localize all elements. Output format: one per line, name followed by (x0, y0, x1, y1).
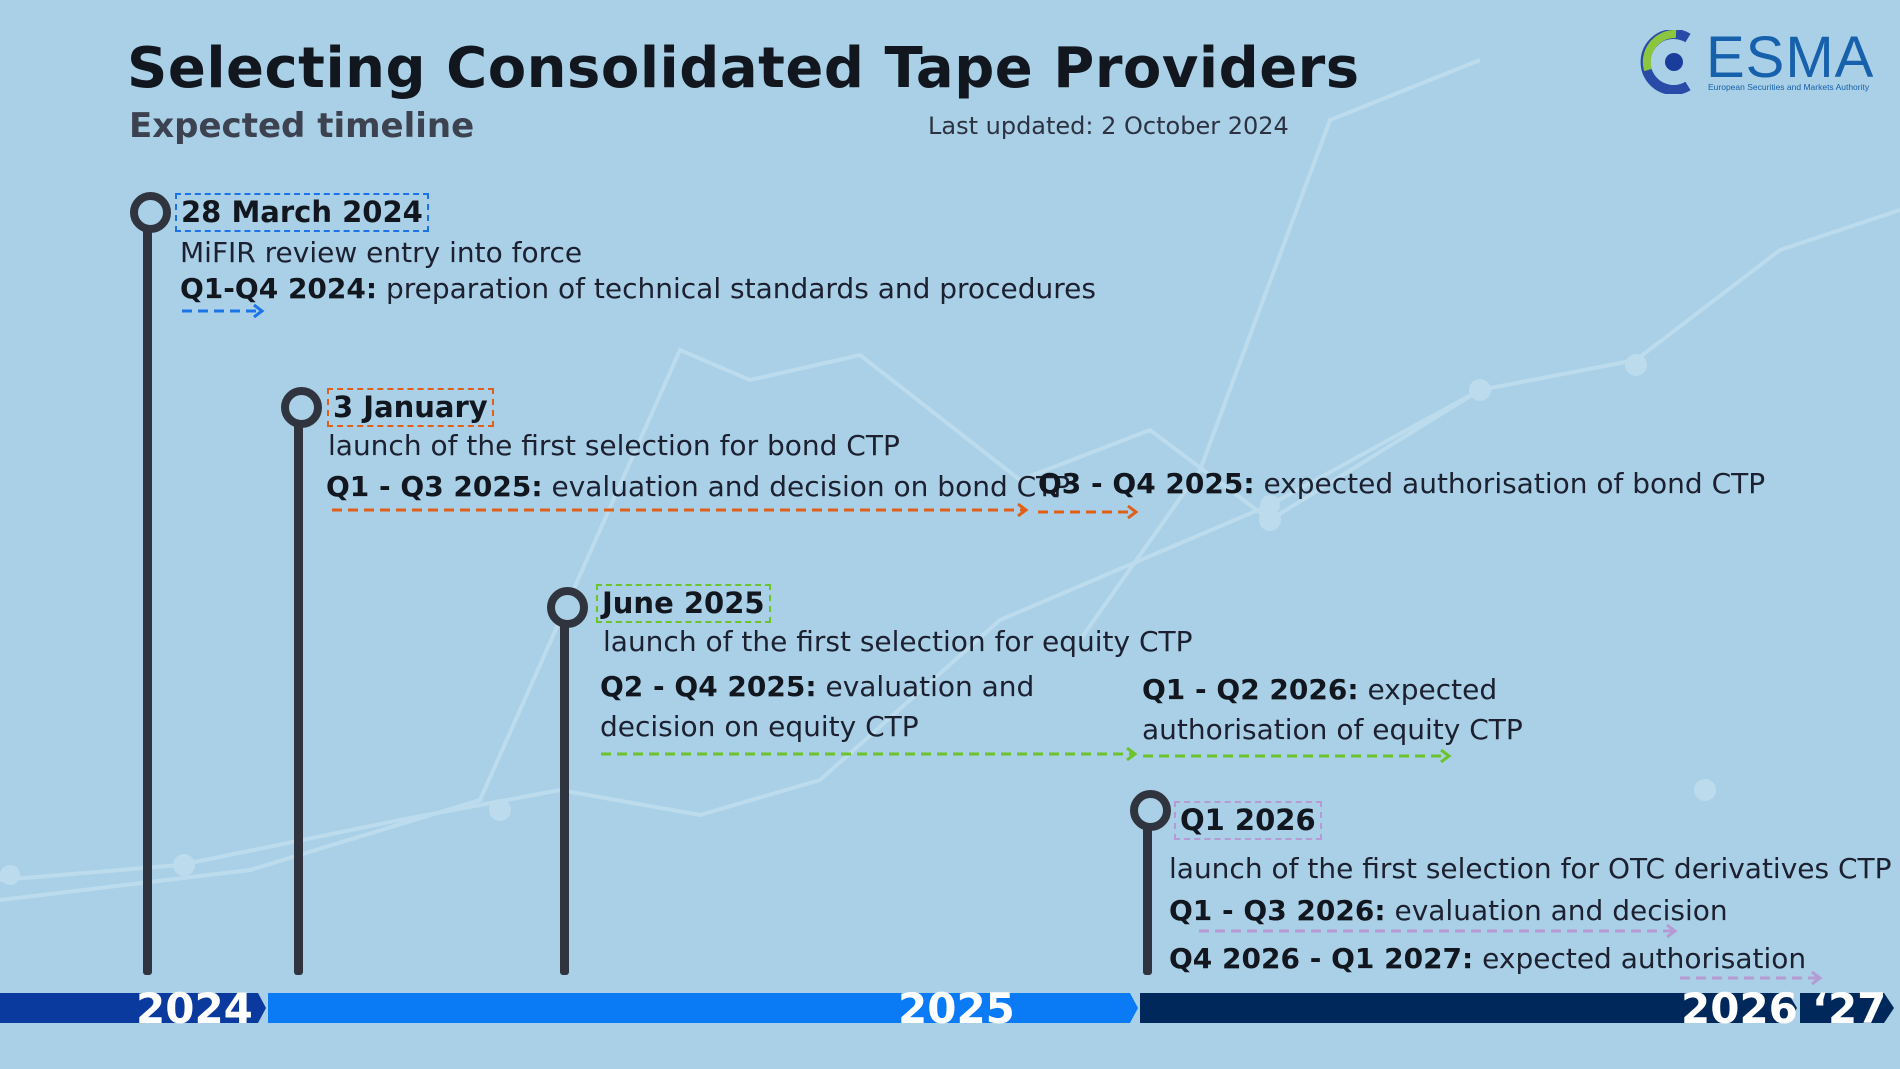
milestone-4-description: launch of the first selection for OTC de… (1169, 852, 1892, 885)
year-bar-2024 (0, 993, 266, 1023)
milestone-2-phase-1: Q1 - Q3 2025: evaluation and decision on… (326, 470, 1070, 503)
milestone-3-phase-2-arrow (1143, 749, 1452, 763)
milestone-4-phase-1-period: Q1 - Q3 2026: (1169, 894, 1386, 927)
esma-logo-icon (1640, 30, 1691, 94)
milestone-3-phase-1-arrow (601, 747, 1138, 761)
page-title: Selecting Consolidated Tape Providers (127, 36, 1360, 101)
milestone-3-phase-1-text: evaluation and (816, 670, 1035, 703)
milestone-4-phase-1-text: evaluation and decision (1385, 894, 1728, 927)
milestone-4-marker (1130, 790, 1171, 831)
milestone-2-phase-2-period: Q3 - Q4 2025: (1038, 467, 1255, 500)
milestone-3-description: launch of the first selection for equity… (603, 625, 1193, 658)
year-bar-2025 (268, 993, 1138, 1023)
milestone-4-phase-2: Q4 2026 - Q1 2027: expected authorisatio… (1169, 942, 1806, 975)
milestone-1-marker (130, 192, 171, 233)
milestone-1-phase-1: Q1-Q4 2024: preparation of technical sta… (180, 272, 1096, 305)
milestone-2-phase-2: Q3 - Q4 2025: expected authorisation of … (1038, 467, 1765, 500)
milestone-3-phase-2-period: Q1 - Q2 2026: (1142, 673, 1359, 706)
milestone-4-stem (1143, 815, 1152, 975)
milestone-4-phase-1: Q1 - Q3 2026: evaluation and decision (1169, 894, 1728, 927)
milestone-3-phase-2: Q1 - Q2 2026: expected (1142, 673, 1497, 706)
milestone-2-phase-1-text: evaluation and decision on bond CTP (542, 470, 1071, 503)
milestone-1-phase-1-text: preparation of technical standards and p… (377, 272, 1096, 305)
year-label-2027: ‘27 (1812, 984, 1887, 1033)
milestone-3-date: June 2025 (596, 584, 771, 623)
milestone-3-phase-1-period: Q2 - Q4 2025: (600, 670, 817, 703)
year-bar-2027 (1800, 993, 1894, 1023)
year-label-2026: 2026 (1681, 984, 1798, 1033)
page-subtitle: Expected timeline (129, 106, 475, 146)
year-bar-2026 (1140, 993, 1797, 1023)
esma-logo-text: ESMA (1706, 25, 1875, 90)
milestone-2-phase-2-text: expected authorisation of bond CTP (1254, 467, 1766, 500)
milestone-2-phase-1-arrow (332, 503, 1029, 517)
milestone-4-phase-2-arrow (1680, 971, 1823, 985)
milestone-3-phase-2-line2: authorisation of equity CTP (1142, 713, 1523, 746)
milestone-2-phase-2-arrow (1038, 505, 1139, 519)
milestone-2-stem (294, 400, 303, 975)
milestone-1-description: MiFIR review entry into force (180, 236, 583, 269)
milestone-4-phase-2-period: Q4 2026 - Q1 2027: (1169, 942, 1474, 975)
year-label-2025: 2025 (898, 984, 1015, 1033)
milestone-3-stem (560, 600, 569, 975)
milestone-4-date: Q1 2026 (1174, 801, 1322, 840)
milestone-1-date: 28 March 2024 (175, 193, 429, 232)
esma-logo-tagline: European Securities and Markets Authorit… (1708, 82, 1870, 92)
milestone-3-phase-1: Q2 - Q4 2025: evaluation and (600, 670, 1034, 703)
year-label-2024: 2024 (136, 984, 253, 1033)
milestone-4-phase-2-text: expected authorisation (1473, 942, 1807, 975)
milestone-3-marker (547, 587, 588, 628)
milestone-3-phase-1-line2: decision on equity CTP (600, 710, 919, 743)
milestone-4-phase-1-arrow (1199, 924, 1678, 938)
milestone-2-description: launch of the first selection for bond C… (328, 429, 900, 462)
milestone-1-stem (143, 205, 152, 975)
milestone-2-phase-1-period: Q1 - Q3 2025: (326, 470, 543, 503)
milestone-1-phase-1-arrow (182, 304, 265, 318)
milestone-3-phase-2-text: expected (1358, 673, 1498, 706)
last-updated-text: Last updated: 2 October 2024 (928, 112, 1289, 140)
milestone-2-marker (281, 387, 322, 428)
milestone-1-phase-1-period: Q1-Q4 2024: (180, 272, 378, 305)
milestone-2-date: 3 January (327, 388, 494, 427)
esma-logo: ESMA European Securities and Markets Aut… (1636, 25, 1876, 96)
